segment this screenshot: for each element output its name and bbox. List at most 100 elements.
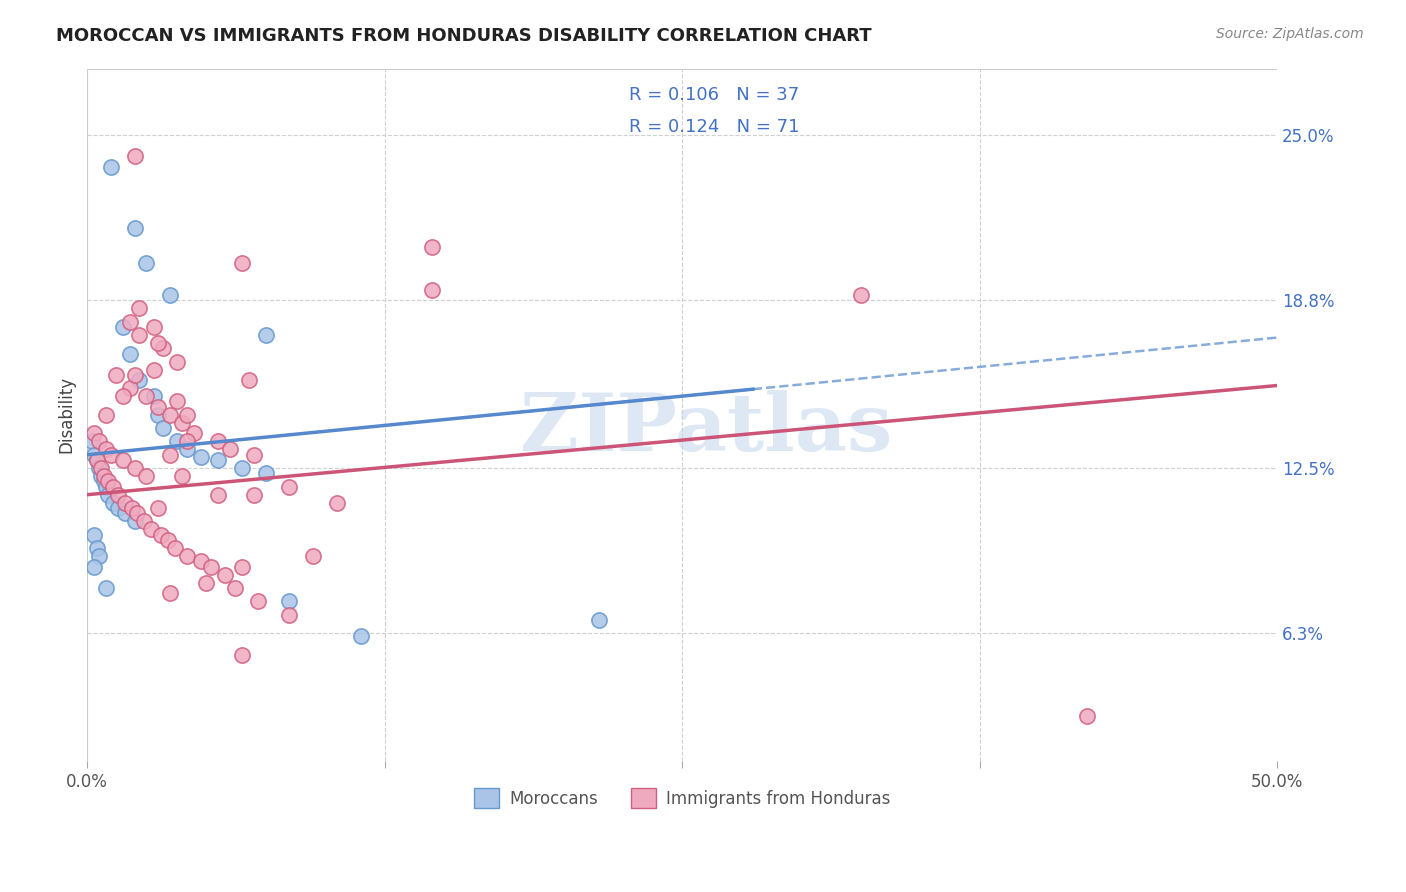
- Point: [588, 613, 610, 627]
- Point: [242, 448, 264, 462]
- Point: [218, 442, 240, 457]
- Point: [190, 450, 212, 465]
- Point: [118, 381, 141, 395]
- Point: [350, 629, 373, 643]
- Point: [148, 501, 170, 516]
- Point: [83, 426, 105, 441]
- Point: [124, 149, 146, 163]
- Point: [176, 408, 198, 422]
- Point: [125, 507, 148, 521]
- Point: [142, 389, 165, 403]
- Point: [207, 453, 229, 467]
- Text: MOROCCAN VS IMMIGRANTS FROM HONDURAS DISABILITY CORRELATION CHART: MOROCCAN VS IMMIGRANTS FROM HONDURAS DIS…: [56, 27, 872, 45]
- Point: [128, 301, 150, 316]
- Point: [148, 335, 170, 350]
- Point: [326, 496, 349, 510]
- Point: [148, 400, 170, 414]
- Point: [107, 501, 129, 516]
- Point: [176, 434, 198, 449]
- Point: [135, 256, 157, 270]
- Point: [172, 416, 194, 430]
- Point: [149, 527, 172, 541]
- Point: [302, 549, 325, 563]
- Point: [172, 469, 194, 483]
- Point: [101, 496, 124, 510]
- Point: [100, 448, 122, 462]
- Point: [111, 319, 134, 334]
- Point: [254, 467, 277, 481]
- Point: [94, 581, 117, 595]
- Text: Source: ZipAtlas.com: Source: ZipAtlas.com: [1216, 27, 1364, 41]
- Point: [152, 341, 174, 355]
- Point: [86, 453, 108, 467]
- Y-axis label: Disability: Disability: [58, 376, 75, 453]
- Point: [159, 408, 181, 422]
- Point: [165, 541, 187, 555]
- Point: [101, 480, 124, 494]
- Point: [121, 501, 143, 516]
- Point: [254, 327, 277, 342]
- Point: [195, 575, 218, 590]
- Point: [93, 475, 115, 489]
- Point: [159, 448, 181, 462]
- Point: [114, 496, 136, 510]
- Point: [124, 221, 146, 235]
- Point: [420, 283, 443, 297]
- Point: [87, 434, 110, 449]
- Point: [156, 533, 179, 547]
- Text: R = 0.106   N = 37: R = 0.106 N = 37: [628, 86, 799, 103]
- Point: [207, 488, 229, 502]
- Point: [190, 554, 212, 568]
- Text: R = 0.124   N = 71: R = 0.124 N = 71: [628, 119, 799, 136]
- Point: [87, 549, 110, 563]
- Point: [242, 488, 264, 502]
- Legend: Moroccans, Immigrants from Honduras: Moroccans, Immigrants from Honduras: [467, 781, 897, 815]
- Point: [118, 346, 141, 360]
- Point: [104, 368, 127, 382]
- Point: [224, 581, 246, 595]
- Point: [278, 607, 301, 622]
- Point: [100, 160, 122, 174]
- Point: [87, 461, 110, 475]
- Point: [83, 527, 105, 541]
- Point: [124, 514, 146, 528]
- Point: [183, 426, 205, 441]
- Point: [135, 469, 157, 483]
- Point: [86, 453, 108, 467]
- Point: [90, 469, 112, 483]
- Point: [231, 559, 253, 574]
- Point: [128, 327, 150, 342]
- Point: [420, 240, 443, 254]
- Point: [1076, 708, 1098, 723]
- Point: [231, 648, 253, 662]
- Point: [159, 586, 181, 600]
- Point: [86, 541, 108, 555]
- Point: [849, 288, 872, 302]
- Point: [166, 434, 188, 449]
- Point: [278, 480, 301, 494]
- Point: [135, 389, 157, 403]
- Point: [214, 567, 236, 582]
- Point: [207, 434, 229, 449]
- Point: [118, 315, 141, 329]
- Point: [114, 507, 136, 521]
- Point: [90, 461, 112, 475]
- Point: [141, 522, 163, 536]
- Point: [97, 488, 120, 502]
- Point: [94, 442, 117, 457]
- Point: [176, 442, 198, 457]
- Point: [278, 594, 301, 608]
- Point: [142, 362, 165, 376]
- Point: [94, 408, 117, 422]
- Point: [200, 559, 222, 574]
- Point: [142, 319, 165, 334]
- Point: [134, 514, 156, 528]
- Text: ZIPatlas: ZIPatlas: [520, 390, 891, 467]
- Point: [124, 461, 146, 475]
- Point: [166, 354, 188, 368]
- Point: [124, 368, 146, 382]
- Point: [176, 549, 198, 563]
- Point: [231, 461, 253, 475]
- Point: [94, 480, 117, 494]
- Point: [166, 394, 188, 409]
